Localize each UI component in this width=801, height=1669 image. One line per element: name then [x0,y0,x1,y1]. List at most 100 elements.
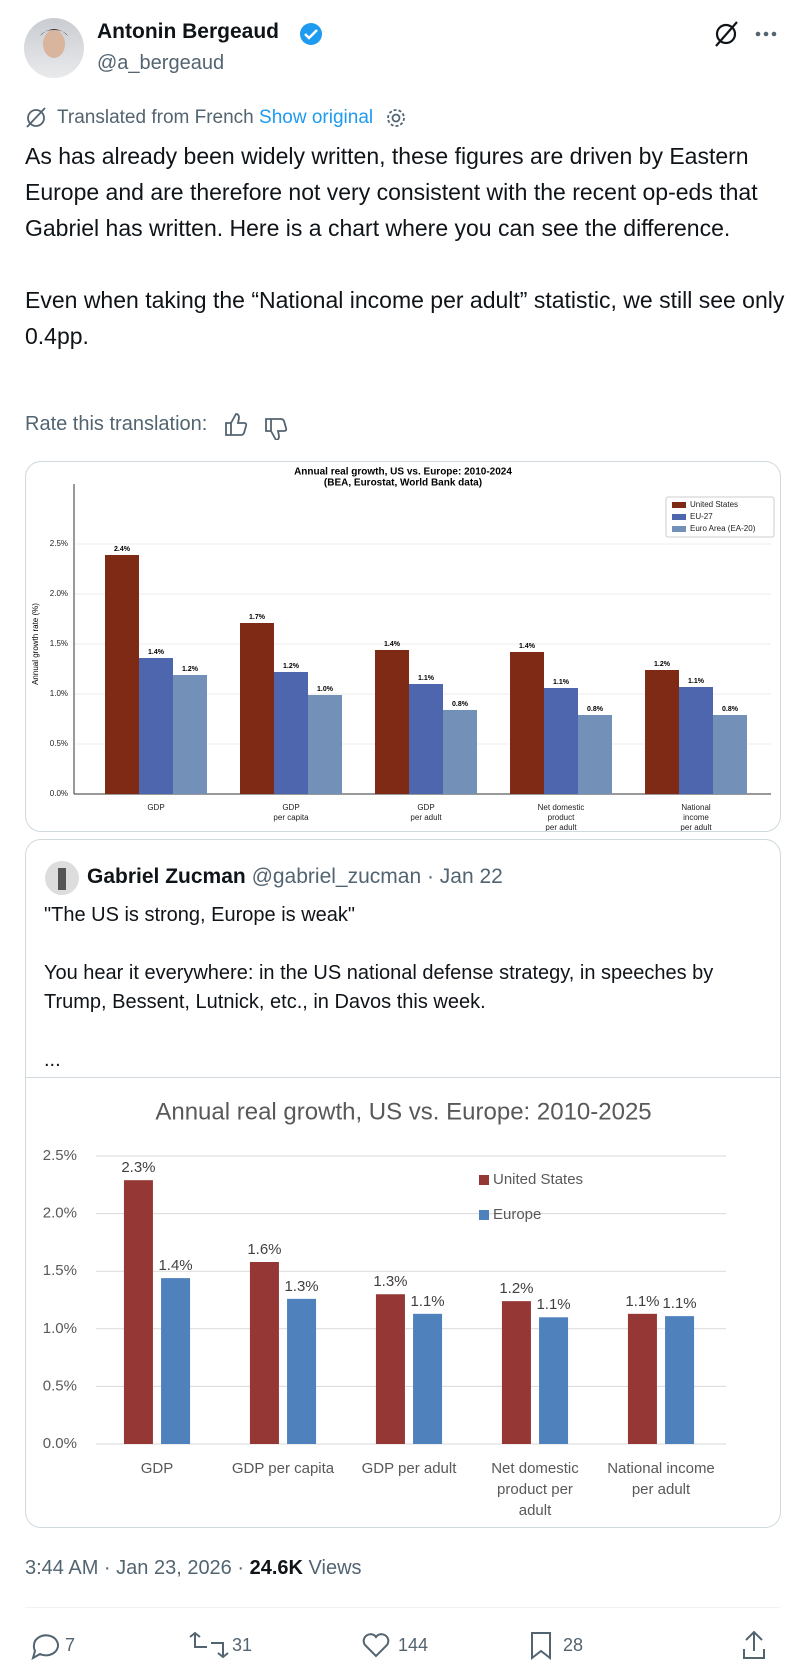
thumbs-down[interactable] [265,418,288,440]
y-tick-label: 2.0% [50,589,68,598]
timestamp[interactable]: 3:44 AM · Jan 23, 2026 · [25,1557,245,1579]
legend-label: EU-27 [690,512,713,521]
like-count: 144 [398,1635,429,1655]
y-tick-label: 2.5% [43,1147,77,1164]
value-label: 1.6% [247,1241,281,1258]
quote-name[interactable]: Gabriel Zucman [87,865,246,888]
y-tick-label: 1.5% [50,639,68,648]
avatar-hair [40,29,68,36]
paragraph: "The US is strong, Europe is weak" [44,904,355,926]
value-label: 2.3% [121,1159,155,1176]
share-button[interactable] [743,1630,765,1659]
bar [539,1317,569,1444]
y-tick-label: 1.5% [43,1262,77,1279]
bookmark-count: 28 [563,1635,584,1655]
translation-note: Translated from French Show original [57,107,373,129]
quote-body: "The US is strong, Europe is weak" You h… [44,901,764,1075]
value-label: 1.1% [553,679,570,686]
action-bar [31,1630,765,1661]
y-tick-label: 0.0% [50,789,68,798]
view-count: 24.6K [249,1557,303,1579]
chart-title: Annual real growth, US vs. Europe: 2010-… [294,467,512,478]
value-label: 1.7% [249,614,266,621]
value-label: 2.4% [114,546,131,553]
more-button[interactable] [755,31,777,37]
bar [139,658,173,794]
y-tick-label: 0.0% [43,1435,77,1452]
quote-avatar [45,861,79,895]
legend-swatch [672,514,686,520]
author-handle[interactable]: @a_bergeaud [97,52,225,74]
x-tick-label: GDP [141,1460,174,1477]
y-tick-label: 2.5% [50,539,68,548]
x-tick-label: GDP per capita [232,1460,335,1477]
bar [645,670,679,794]
value-label: 1.4% [384,641,401,648]
show-original-link[interactable]: Show original [259,107,374,128]
value-label: 0.8% [722,706,739,713]
bookmark-button[interactable] [531,1632,551,1661]
value-label: 1.4% [148,649,165,656]
thumbs-up[interactable] [225,413,248,436]
legend-label: Europe [493,1206,541,1223]
bar [375,650,409,794]
divider [25,1607,780,1608]
bar [274,672,308,794]
avatar-face [43,30,65,58]
x-tick-label: National income per adult [607,1460,715,1498]
quote-handle-date[interactable]: @gabriel_zucman · Jan 22 [251,865,503,888]
header-graphics [24,18,777,128]
quote-media: Annual real growth, US vs. Europe: 2010-… [26,1077,780,1527]
chart: Annual real growth, US vs. Europe: 2010-… [31,467,775,831]
legend-label: Euro Area (EA-20) [690,524,756,533]
y-tick-label: 0.5% [43,1377,77,1394]
value-label: 1.1% [536,1296,570,1313]
bar [510,652,544,794]
bar [249,1261,279,1444]
grok-icon[interactable] [715,21,738,47]
value-label: 1.2% [499,1280,533,1297]
bar [409,684,443,794]
x-tick-label: Net domestic product per adult [538,803,585,831]
y-tick-label: 2.0% [43,1205,77,1222]
translate-icon [26,107,46,128]
settings-icon[interactable] [387,109,405,127]
quote-card[interactable]: Gabriel Zucman @gabriel_zucman · Jan 22 … [25,839,781,1528]
value-label: 1.1% [688,678,705,685]
views-label: Views [308,1557,362,1579]
bar [123,1180,153,1444]
verified-badge [300,23,322,45]
value-label: 1.2% [654,661,671,668]
translation-label: Translated from French [57,107,254,128]
author-name[interactable]: Antonin Bergeaud [97,20,279,43]
like-button[interactable] [362,1633,390,1658]
chart-title: Annual real growth, US vs. Europe: 2010-… [155,1098,651,1125]
x-tick-label: GDP per adult [362,1460,458,1477]
value-label: 1.3% [373,1273,407,1290]
rate-buttons [225,413,288,440]
reply-button[interactable] [31,1634,59,1661]
x-tick-label: GDP per capita [273,803,309,822]
paragraph: As has already been widely written, thes… [25,143,758,241]
x-tick-label: Net domestic product per adult [491,1460,579,1519]
y-axis-label: Annual growth rate (%) [31,603,40,685]
y-tick-label: 1.0% [50,689,68,698]
tweet-body: As has already been widely written, thes… [25,138,785,390]
bar [679,687,713,794]
x-tick-label: National income per adult [680,803,712,831]
bar [501,1301,531,1444]
bar [287,1298,317,1444]
legend-label: United States [493,1171,583,1188]
reply-count: 7 [65,1635,76,1655]
media-card[interactable]: Annual real growth, US vs. Europe: 2010-… [25,461,781,832]
bar [375,1294,405,1444]
legend-swatch [479,1210,489,1220]
y-tick-label: 1.0% [43,1320,77,1337]
bar [544,688,578,794]
paragraph: Even when taking the “National income pe… [25,287,785,349]
value-label: 1.4% [519,643,536,650]
repost-count: 31 [232,1635,253,1655]
repost-button[interactable] [189,1631,229,1659]
y-tick-label: 0.5% [50,739,68,748]
